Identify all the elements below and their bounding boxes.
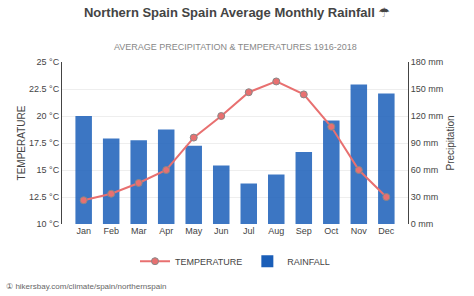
svg-text:① hikersbay.com/climate/spain/: ① hikersbay.com/climate/spain/northernsp… — [6, 282, 166, 291]
svg-text:Dec: Dec — [378, 226, 395, 236]
svg-text:Jan: Jan — [76, 226, 91, 236]
svg-text:Aug: Aug — [268, 226, 284, 236]
svg-text:20 °C: 20 °C — [37, 111, 60, 121]
svg-text:AVERAGE PRECIPITATION & TEMPER: AVERAGE PRECIPITATION & TEMPERATURES 191… — [114, 42, 357, 52]
svg-text:60 mm: 60 mm — [411, 165, 439, 175]
svg-text:Oct: Oct — [324, 226, 339, 236]
svg-text:10 °C: 10 °C — [37, 219, 60, 229]
svg-text:90 mm: 90 mm — [411, 138, 439, 148]
svg-text:Northern Spain Spain Average M: Northern Spain Spain Average Monthly Rai… — [84, 5, 390, 20]
svg-text:120 mm: 120 mm — [411, 111, 444, 121]
svg-text:22.5 °C: 22.5 °C — [29, 84, 60, 94]
svg-text:RAINFALL: RAINFALL — [287, 257, 330, 267]
svg-text:TEMPERATURE: TEMPERATURE — [16, 105, 27, 180]
svg-text:Jul: Jul — [243, 226, 255, 236]
svg-text:Feb: Feb — [103, 226, 119, 236]
svg-text:15 °C: 15 °C — [37, 165, 60, 175]
svg-text:Precipitation: Precipitation — [445, 115, 456, 170]
svg-text:May: May — [185, 226, 203, 236]
svg-text:Apr: Apr — [159, 226, 173, 236]
svg-text:Mar: Mar — [131, 226, 147, 236]
svg-text:0 mm: 0 mm — [411, 219, 434, 229]
svg-text:Nov: Nov — [351, 226, 368, 236]
svg-text:12.5 °C: 12.5 °C — [29, 192, 60, 202]
svg-text:17.5 °C: 17.5 °C — [29, 138, 60, 148]
svg-text:150 mm: 150 mm — [411, 84, 444, 94]
svg-text:Sep: Sep — [296, 226, 312, 236]
svg-text:TEMPERATURE: TEMPERATURE — [175, 257, 242, 267]
svg-text:25 °C: 25 °C — [37, 57, 60, 67]
svg-text:180 mm: 180 mm — [411, 57, 444, 67]
svg-text:Jun: Jun — [214, 226, 229, 236]
svg-text:30 mm: 30 mm — [411, 192, 439, 202]
